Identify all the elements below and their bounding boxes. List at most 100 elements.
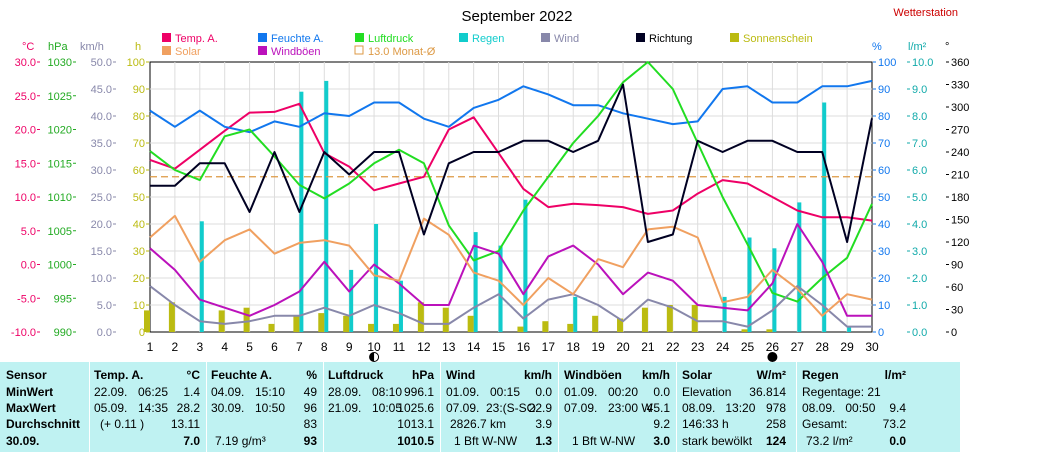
axis-tick-hpa: 1005: [48, 226, 72, 238]
new-moon-icon: [767, 352, 778, 362]
x-tick-label: 10: [367, 340, 381, 354]
axis-tick-hpa: 1010: [48, 192, 72, 204]
stats-current-value: 1.3: [535, 434, 552, 448]
stats-current-value: 93: [303, 434, 317, 448]
stats-header: Wind: [446, 368, 476, 382]
stats-date: 21.09.: [328, 401, 362, 415]
rain-bar: [573, 296, 578, 332]
x-axis-labels: 1 2 3 4 5 6 7 8 9 10 11 12 13 14 15 16 17 18 19 20 21 22 23 24 2…: [147, 340, 879, 354]
axis-tick-deg: 360: [951, 57, 969, 69]
axis-tick-hpa: 1030: [48, 57, 72, 69]
rain-bar: [374, 224, 379, 332]
x-tick-label: 11: [393, 340, 406, 354]
sunshine-bar: [542, 321, 549, 332]
axis-tick-kmh: 40.0: [91, 111, 112, 123]
axis-tick-rain: 8.0: [912, 111, 927, 123]
x-tick-label: 8: [321, 340, 328, 354]
axis-tick-pct: 20: [878, 273, 890, 285]
stats-header: Luftdruck: [328, 368, 384, 382]
stats-note: 2826.7 km: [450, 417, 507, 431]
stats-header: Temp. A.: [94, 368, 144, 382]
axis-tick-hpa: 1020: [48, 125, 72, 137]
axis-title-kmh: km/h: [80, 41, 104, 53]
axis-tick-kmh: 35.0: [91, 138, 112, 150]
axis-tick-kmh: 50.0: [91, 57, 112, 69]
stats-col-gusts: Windböen km/h 01.09. 00:20 0.0 07.09. 23:00 …: [564, 362, 676, 452]
left-axes: 30.025.020.015.010.05.00.0-5.0-10.010301…: [11, 57, 149, 339]
axis-title-h: h: [135, 41, 141, 53]
stats-unit: °C: [186, 368, 200, 382]
sunshine-bar: [641, 307, 648, 332]
axis-tick-hours: 90: [133, 84, 145, 96]
axis-tick-temp: 0.0: [21, 260, 36, 272]
axis-tick-pct: 60: [878, 165, 890, 177]
x-tick-label: 3: [196, 340, 203, 354]
line-series: [149, 61, 873, 328]
axis-tick-rain: 10.0: [912, 57, 933, 69]
stats-time: 23:00 W: [608, 401, 653, 415]
stats-note: 1 Bft W-NW: [454, 434, 518, 448]
rain-bar: [299, 91, 304, 332]
stats-value: 1.4: [183, 385, 200, 399]
rain-bar: [498, 245, 503, 332]
stats-date: 30.09.: [211, 401, 245, 415]
sunshine-bar: [592, 315, 599, 332]
axis-tick-kmh: 0.0: [97, 327, 112, 339]
stats-current-value: 1010.5: [397, 434, 434, 448]
x-tick-label: 2: [172, 340, 179, 354]
stats-date: 01.09.: [446, 385, 480, 399]
legend-swatch: [354, 45, 364, 55]
axis-tick-kmh: 45.0: [91, 84, 112, 96]
stats-note: 73.2 l/m²: [806, 434, 853, 448]
stats-unit: km/h: [641, 368, 670, 382]
axis-tick-temp: 5.0: [21, 226, 36, 238]
x-tick-label: 15: [492, 340, 506, 354]
stats-value: 36.814: [749, 385, 786, 399]
stats-value: 96: [303, 401, 317, 415]
axis-tick-hours: 0: [139, 327, 145, 339]
rain-bar: [398, 280, 403, 332]
stats-time: 00:20: [608, 385, 639, 399]
axis-tick-hours: 100: [127, 57, 145, 69]
stats-time: 10:50: [255, 401, 286, 415]
stats-unit: hPa: [411, 368, 434, 382]
axis-tick-pct: 70: [878, 138, 890, 150]
x-tick-label: 4: [221, 340, 228, 354]
axis-tick-pct: 0: [878, 327, 884, 339]
sunshine-bar: [243, 307, 250, 332]
stats-label: Regentage: 21: [802, 385, 881, 399]
sunshine-bar: [741, 329, 748, 332]
axis-tick-kmh: 15.0: [91, 246, 112, 258]
sunshine-bar: [442, 307, 449, 332]
rain-bar: [349, 269, 354, 332]
stats-current-value: 124: [765, 434, 786, 448]
stats-time: 14:35: [138, 401, 169, 415]
stats-note: (+ 0.11 ): [100, 417, 145, 431]
x-tick-label: 17: [542, 340, 556, 354]
axis-tick-temp: -5.0: [17, 293, 36, 305]
legend-label: Feuchte A.: [271, 33, 324, 45]
axis-tick-hours: 70: [133, 138, 145, 150]
axis-tick-deg: 0: [951, 327, 957, 339]
axis-tick-kmh: 30.0: [91, 165, 112, 177]
sunshine-bar: [368, 323, 375, 332]
axis-tick-kmh: 25.0: [91, 192, 112, 204]
stats-value: 73.2: [882, 417, 906, 431]
rain-bar: [772, 248, 777, 332]
line-windb-en: [149, 223, 872, 317]
line-luftdruck: [149, 61, 873, 303]
x-tick-label: 5: [246, 340, 253, 354]
stats-label: Gesamt:: [802, 417, 848, 431]
axis-tick-hpa: 995: [54, 293, 72, 305]
axis-tick-temp: 30.0: [15, 57, 36, 69]
x-tick-label: 29: [840, 340, 854, 354]
axis-tick-temp: 25.0: [15, 91, 36, 103]
axis-title-deg: °: [945, 41, 949, 53]
sunshine-bar: [392, 323, 399, 332]
right-axes: 100908070605040302010010.09.08.07.06.05.…: [873, 57, 969, 339]
axis-tick-pct: 50: [878, 192, 890, 204]
stats-label: 08.09. 13:20: [682, 401, 756, 415]
line-feuchte-a: [149, 79, 873, 134]
stats-col-solar: Solar W/m² Elevation 36.814 08.09. 13:20 97…: [682, 362, 792, 452]
legend-swatch: [730, 33, 739, 42]
